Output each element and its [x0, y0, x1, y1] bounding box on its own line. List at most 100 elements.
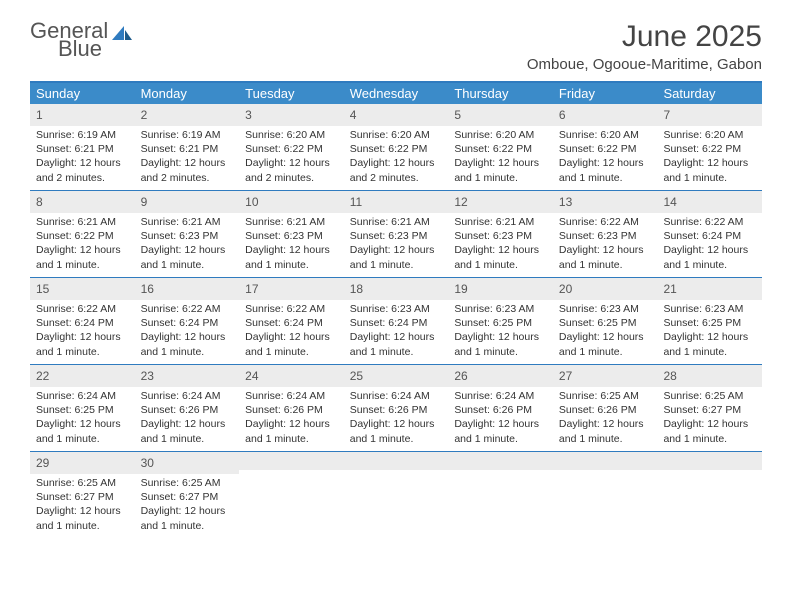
day-number: 29 [36, 456, 49, 470]
day-body: Sunrise: 6:21 AMSunset: 6:23 PMDaylight:… [135, 213, 240, 276]
day-cell [553, 452, 658, 538]
sunset-line: Sunset: 6:26 PM [141, 403, 234, 417]
sunrise-value: 6:25 AM [77, 477, 116, 489]
sunset-value: 6:23 PM [284, 230, 323, 242]
sunset-value: 6:27 PM [702, 404, 741, 416]
day-number: 23 [141, 369, 154, 383]
sunrise-line: Sunrise: 6:19 AM [141, 128, 234, 142]
daylight-line: Daylight: 12 hours and 2 minutes. [245, 156, 338, 184]
sunset-line: Sunset: 6:22 PM [350, 142, 443, 156]
day-number: 19 [454, 282, 467, 296]
daylight-value: 12 hours and 1 minute. [141, 244, 226, 270]
sunset-value: 6:26 PM [179, 404, 218, 416]
day-body: Sunrise: 6:24 AMSunset: 6:26 PMDaylight:… [448, 387, 553, 450]
sunrise-line: Sunrise: 6:21 AM [454, 215, 547, 229]
sunset-value: 6:21 PM [179, 143, 218, 155]
sunrise-value: 6:22 AM [287, 303, 326, 315]
daylight-value: 12 hours and 1 minute. [454, 418, 539, 444]
calendar-grid: Sunday Monday Tuesday Wednesday Thursday… [30, 81, 762, 538]
day-number: 18 [350, 282, 363, 296]
sunrise-line: Sunrise: 6:20 AM [350, 128, 443, 142]
day-number: 15 [36, 282, 49, 296]
daylight-value: 12 hours and 2 minutes. [36, 157, 121, 183]
sunrise-value: 6:25 AM [705, 390, 744, 402]
sunrise-value: 6:23 AM [600, 303, 639, 315]
day-number-row: 28 [657, 365, 762, 387]
day-number-row: 16 [135, 278, 240, 300]
daylight-value: 12 hours and 1 minute. [36, 418, 121, 444]
day-body [239, 470, 344, 530]
daylight-value: 12 hours and 1 minute. [141, 331, 226, 357]
sunrise-value: 6:24 AM [496, 390, 535, 402]
day-cell: 12Sunrise: 6:21 AMSunset: 6:23 PMDayligh… [448, 191, 553, 277]
day-number-row: 25 [344, 365, 449, 387]
sunrise-value: 6:22 AM [182, 303, 221, 315]
sunrise-value: 6:23 AM [705, 303, 744, 315]
day-cell: 23 Sunrise: 6:24 AMSunset: 6:26 PMDayligh… [135, 365, 240, 451]
daylight-value: 12 hours and 1 minute. [245, 418, 330, 444]
day-number: 6 [559, 108, 566, 122]
sunset-value: 6:27 PM [75, 491, 114, 503]
sunset-value: 6:23 PM [388, 230, 427, 242]
daylight-line: Daylight: 12 hours and 1 minute. [141, 243, 234, 271]
daylight-line: Daylight: 12 hours and 1 minute. [663, 243, 756, 271]
daylight-value: 12 hours and 1 minute. [350, 418, 435, 444]
day-number: 14 [663, 195, 676, 209]
sunrise-value: 6:20 AM [287, 129, 326, 141]
daylight-line: Daylight: 12 hours and 1 minute. [350, 417, 443, 445]
day-body: Sunrise: 6:20 AMSunset: 6:22 PMDaylight:… [239, 126, 344, 189]
day-body: Sunrise: 6:21 AMSunset: 6:23 PMDaylight:… [239, 213, 344, 276]
sunrise-value: 6:20 AM [391, 129, 430, 141]
sunrise-line: Sunrise: 6:23 AM [663, 302, 756, 316]
day-cell: 27Sunrise: 6:25 AMSunset: 6:26 PMDayligh… [553, 365, 658, 451]
day-number: 20 [559, 282, 572, 296]
day-body: Sunrise: 6:21 AMSunset: 6:22 PMDaylight:… [30, 213, 135, 276]
sunset-value: 6:24 PM [702, 230, 741, 242]
day-cell [344, 452, 449, 538]
day-number: 4 [350, 108, 357, 122]
sunset-value: 6:24 PM [284, 317, 323, 329]
sunset-line: Sunset: 6:24 PM [141, 316, 234, 330]
daylight-line: Daylight: 12 hours and 2 minutes. [36, 156, 129, 184]
day-number-row: 18 [344, 278, 449, 300]
sunrise-line: Sunrise: 6:23 AM [559, 302, 652, 316]
daylight-line: Daylight: 12 hours and 1 minute. [36, 417, 129, 445]
day-number: 25 [350, 369, 363, 383]
day-number: 1 [36, 108, 43, 122]
sunrise-value: 6:20 AM [600, 129, 639, 141]
sunrise-value: 6:21 AM [496, 216, 535, 228]
sunrise-line: Sunrise: 6:24 AM [245, 389, 338, 403]
sunset-line: Sunset: 6:24 PM [663, 229, 756, 243]
location-text: Omboue, Ogooue-Maritime, Gabon [527, 56, 762, 73]
day-cell: 30Sunrise: 6:25 AMSunset: 6:27 PMDayligh… [135, 452, 240, 538]
sunset-line: Sunset: 6:21 PM [141, 142, 234, 156]
day-body [553, 470, 658, 530]
sunrise-line: Sunrise: 6:25 AM [36, 476, 129, 490]
page-header: General Blue June 2025 Omboue, Ogooue-Ma… [30, 20, 762, 73]
day-cell: 4Sunrise: 6:20 AMSunset: 6:22 PMDaylight… [344, 104, 449, 190]
day-of-week-header: Sunday Monday Tuesday Wednesday Thursday… [30, 83, 762, 104]
day-body: Sunrise: 6:24 AMSunset: 6:26 PMDaylight:… [135, 387, 240, 450]
daylight-line: Daylight: 12 hours and 1 minute. [350, 330, 443, 358]
day-cell: 25Sunrise: 6:24 AMSunset: 6:26 PMDayligh… [344, 365, 449, 451]
sunset-value: 6:26 PM [493, 404, 532, 416]
day-body: Sunrise: 6:24 AMSunset: 6:25 PMDaylight:… [30, 387, 135, 450]
week-row: 29Sunrise: 6:25 AMSunset: 6:27 PMDayligh… [30, 451, 762, 538]
day-body [344, 470, 449, 530]
sunrise-line: Sunrise: 6:19 AM [36, 128, 129, 142]
sunset-line: Sunset: 6:24 PM [350, 316, 443, 330]
daylight-value: 12 hours and 1 minute. [663, 244, 748, 270]
day-number-row: 5 [448, 104, 553, 126]
sunrise-value: 6:24 AM [182, 390, 221, 402]
sunrise-value: 6:23 AM [391, 303, 430, 315]
day-body: Sunrise: 6:23 AMSunset: 6:25 PMDaylight:… [657, 300, 762, 363]
day-body: Sunrise: 6:20 AMSunset: 6:22 PMDaylight:… [448, 126, 553, 189]
day-number: 8 [36, 195, 43, 209]
sunset-line: Sunset: 6:25 PM [454, 316, 547, 330]
day-cell: 22Sunrise: 6:24 AMSunset: 6:25 PMDayligh… [30, 365, 135, 451]
sunset-value: 6:21 PM [75, 143, 114, 155]
day-cell: 16Sunrise: 6:22 AMSunset: 6:24 PMDayligh… [135, 278, 240, 364]
day-number-row: 24 [239, 365, 344, 387]
daylight-value: 12 hours and 1 minute. [663, 418, 748, 444]
daylight-value: 12 hours and 1 minute. [454, 331, 539, 357]
